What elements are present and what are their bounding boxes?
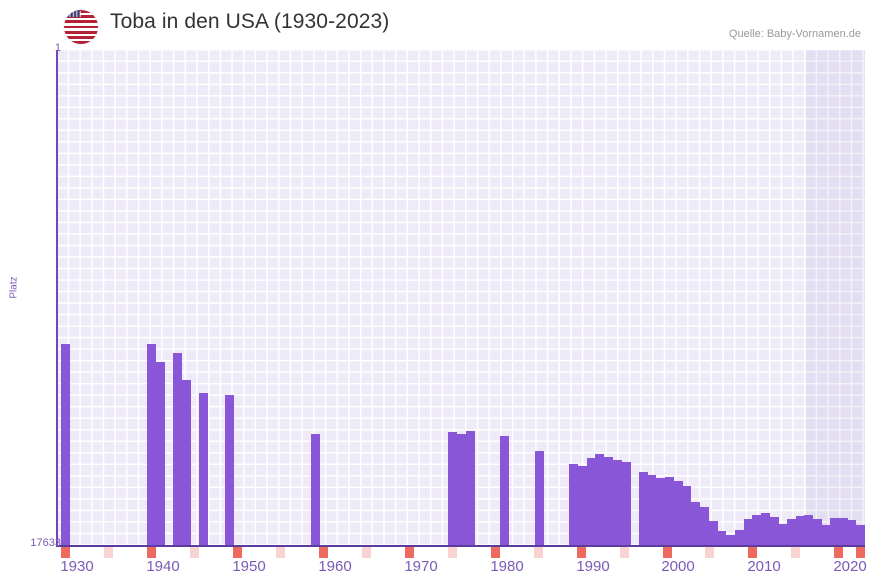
bar-2000[interactable] bbox=[665, 477, 674, 546]
bar-1997[interactable] bbox=[639, 472, 648, 546]
x-axis-label-1970: 1970 bbox=[404, 558, 438, 575]
bar-1975[interactable] bbox=[448, 432, 457, 546]
bar-1977[interactable] bbox=[466, 431, 475, 546]
bar-1946[interactable] bbox=[199, 393, 208, 546]
x-tick-marker bbox=[791, 547, 800, 558]
x-axis-tick-markers bbox=[57, 547, 865, 558]
bar-1940[interactable] bbox=[147, 344, 156, 546]
x-tick-marker bbox=[620, 547, 629, 558]
x-axis-label-1930: 1930 bbox=[60, 558, 94, 575]
x-axis-label-1940: 1940 bbox=[146, 558, 180, 575]
bar-1994[interactable] bbox=[613, 460, 622, 546]
bar-2008[interactable] bbox=[735, 530, 744, 546]
flag-stars: ★★★★★★★★★★★★★★★★★ bbox=[65, 10, 81, 17]
y-axis-title: Platz bbox=[8, 276, 20, 299]
bar-1990[interactable] bbox=[578, 466, 587, 546]
x-axis-label-1950: 1950 bbox=[232, 558, 266, 575]
x-tick-marker bbox=[233, 547, 242, 558]
us-flag-icon: ★★★★★★★★★★★★★★★★★ bbox=[64, 10, 98, 44]
x-tick-marker bbox=[448, 547, 457, 558]
bar-2011[interactable] bbox=[761, 513, 770, 546]
x-axis-label-2000: 2000 bbox=[661, 558, 695, 575]
x-tick-marker bbox=[856, 547, 865, 558]
x-tick-marker bbox=[834, 547, 843, 558]
x-tick-marker bbox=[319, 547, 328, 558]
bar-1993[interactable] bbox=[604, 457, 613, 546]
x-tick-marker bbox=[405, 547, 414, 558]
x-tick-marker bbox=[362, 547, 371, 558]
bar-2020[interactable] bbox=[839, 518, 848, 546]
bar-2016[interactable] bbox=[804, 515, 813, 546]
bar-1930[interactable] bbox=[61, 344, 70, 546]
flag-canton bbox=[64, 10, 80, 17]
plot-area bbox=[57, 50, 865, 546]
bar-2003[interactable] bbox=[691, 502, 700, 546]
x-tick-marker bbox=[276, 547, 285, 558]
x-tick-marker bbox=[663, 547, 672, 558]
bar-1943[interactable] bbox=[173, 353, 182, 546]
bar-1941[interactable] bbox=[156, 362, 165, 546]
x-axis-label-2020: 2020 bbox=[833, 558, 867, 575]
x-axis-label-2010: 2010 bbox=[747, 558, 781, 575]
bar-2012[interactable] bbox=[770, 517, 779, 546]
x-tick-marker bbox=[61, 547, 70, 558]
bar-2005[interactable] bbox=[709, 521, 718, 546]
bar-2002[interactable] bbox=[682, 486, 691, 546]
bar-2009[interactable] bbox=[744, 519, 753, 546]
bar-1998[interactable] bbox=[647, 475, 656, 546]
x-axis-line bbox=[56, 545, 865, 547]
forecast-band bbox=[806, 50, 865, 546]
x-tick-marker bbox=[705, 547, 714, 558]
bar-1992[interactable] bbox=[595, 454, 604, 546]
bar-2014[interactable] bbox=[787, 519, 796, 546]
y-axis-tick-top: 1 bbox=[54, 42, 61, 54]
x-tick-marker bbox=[577, 547, 586, 558]
x-tick-marker bbox=[147, 547, 156, 558]
x-tick-marker bbox=[104, 547, 113, 558]
bar-2007[interactable] bbox=[726, 535, 735, 546]
y-axis-tick-bottom: 17633 bbox=[30, 537, 61, 549]
bar-1959[interactable] bbox=[311, 434, 320, 546]
bar-1981[interactable] bbox=[500, 436, 509, 546]
source-credit: Quelle: Baby-Vornamen.de bbox=[728, 28, 861, 40]
x-axis-label-1990: 1990 bbox=[576, 558, 610, 575]
x-tick-marker bbox=[748, 547, 757, 558]
bar-2001[interactable] bbox=[674, 481, 683, 546]
bar-1949[interactable] bbox=[225, 395, 234, 546]
x-axis-label-1960: 1960 bbox=[318, 558, 352, 575]
bar-1995[interactable] bbox=[622, 462, 631, 546]
y-axis-line bbox=[56, 50, 58, 546]
bar-2004[interactable] bbox=[700, 507, 709, 546]
flag-stripes bbox=[64, 10, 98, 44]
page-title: Toba in den USA (1930-2023) bbox=[110, 10, 390, 33]
bar-2019[interactable] bbox=[830, 518, 839, 546]
bar-1944[interactable] bbox=[182, 380, 191, 546]
bar-2021[interactable] bbox=[847, 520, 856, 546]
bar-1991[interactable] bbox=[587, 458, 596, 546]
x-axis-labels: 1930 1940 1950 1960 1970 1980 1990 2000 2010 2020 bbox=[0, 558, 873, 582]
x-tick-marker bbox=[491, 547, 500, 558]
bar-2018[interactable] bbox=[822, 525, 831, 546]
bar-2017[interactable] bbox=[813, 519, 822, 546]
bar-1989[interactable] bbox=[569, 464, 578, 546]
bar-1999[interactable] bbox=[656, 478, 665, 546]
x-tick-marker bbox=[190, 547, 199, 558]
bar-2006[interactable] bbox=[717, 531, 726, 546]
bar-2013[interactable] bbox=[778, 524, 787, 546]
x-axis-label-1980: 1980 bbox=[490, 558, 524, 575]
bar-2010[interactable] bbox=[752, 515, 761, 546]
bars-layer bbox=[57, 50, 865, 546]
x-tick-marker bbox=[534, 547, 543, 558]
bar-1976[interactable] bbox=[457, 434, 466, 546]
bar-2022[interactable] bbox=[856, 525, 865, 546]
bar-2015[interactable] bbox=[796, 516, 805, 546]
bar-1985[interactable] bbox=[535, 451, 544, 546]
